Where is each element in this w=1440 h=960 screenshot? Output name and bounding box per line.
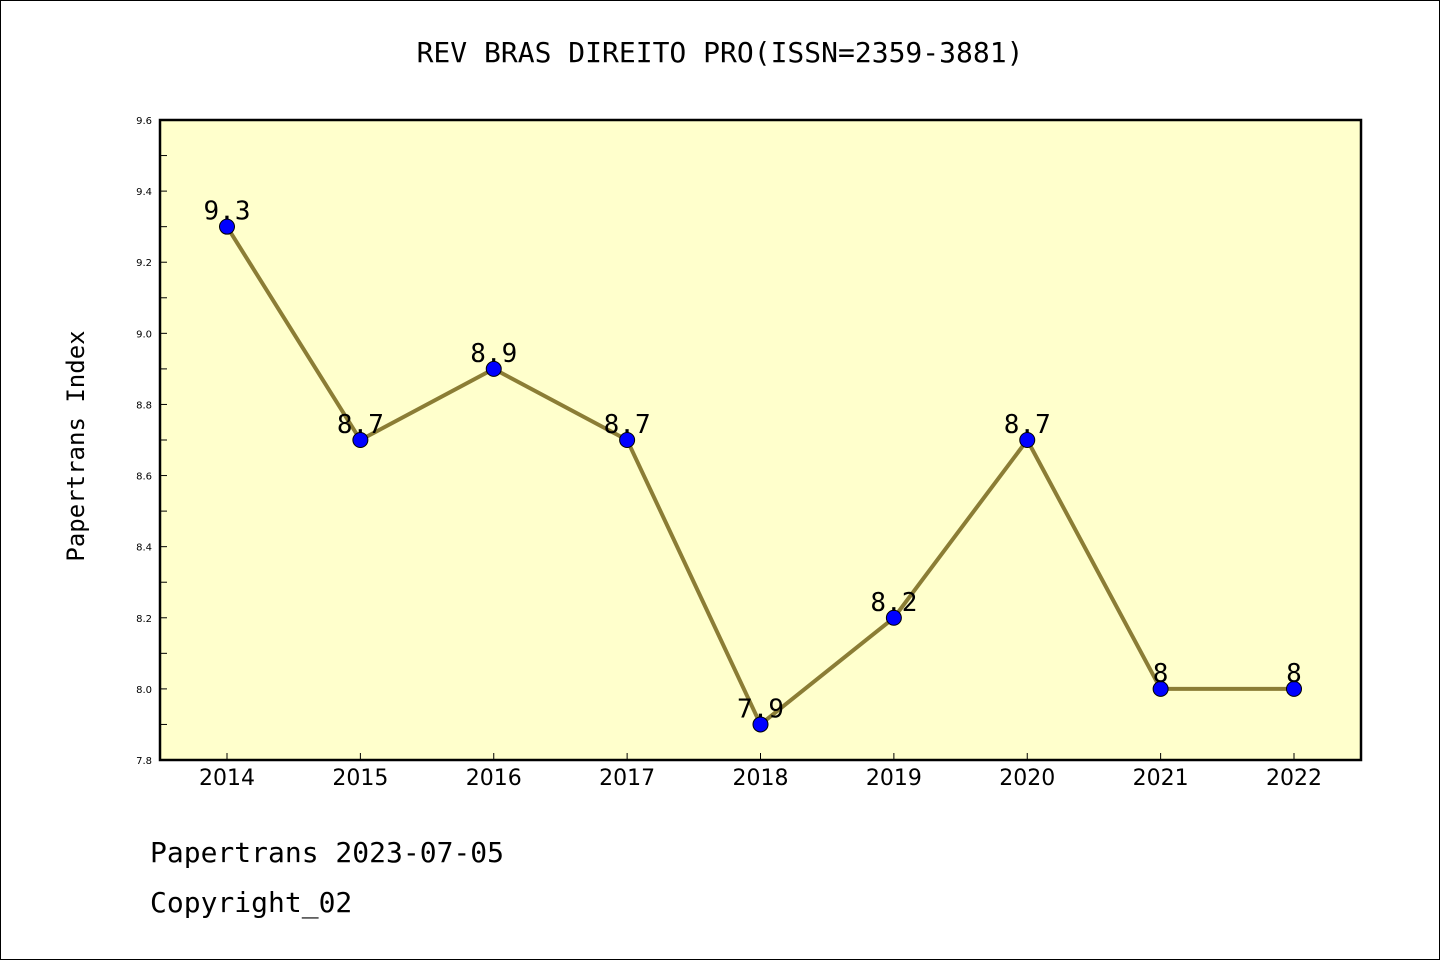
y-tick-label: 8.6	[136, 472, 152, 483]
data-point	[619, 432, 636, 448]
data-label: 8	[1286, 659, 1302, 689]
data-point	[352, 432, 369, 448]
y-tick-label: 8.8	[136, 400, 152, 411]
chart-title: REV BRAS DIREITO PRO(ISSN=2359-3881)	[416, 36, 1024, 69]
y-tick-label: 8.0	[136, 685, 152, 696]
data-point	[1019, 432, 1036, 448]
x-tick-label: 2017	[599, 766, 655, 791]
x-tick-label: 2016	[466, 766, 522, 791]
data-label: 8.7	[604, 410, 651, 440]
y-tick-label: 9.4	[136, 187, 152, 198]
axis-ticks: 7.8 8.0 8.2 8.4 8.6 8.8 9.0 9.2 9.4 9.6 2014 2015 20…	[136, 116, 1322, 791]
plot-area	[158, 118, 1363, 762]
data-point	[485, 360, 502, 377]
data-point	[1286, 680, 1302, 697]
footer-date: Papertrans 2023-07-05	[150, 836, 505, 869]
x-tick-label: 2018	[733, 766, 789, 791]
data-point	[752, 716, 769, 733]
y-tick-label: 9.6	[136, 116, 152, 127]
data-label: 7.9	[737, 694, 784, 724]
data-labels: 9.3 8.7 8.9 8.7 7.9 8.2 8.7 8 8	[204, 197, 1302, 725]
data-label: 8.9	[470, 339, 517, 369]
y-tick-label: 9.0	[136, 329, 152, 340]
data-label: 8	[1153, 659, 1169, 689]
footer-copyright: Copyright_02	[150, 886, 353, 919]
x-tick-label: 2021	[1133, 766, 1189, 791]
x-tick-label: 2020	[999, 766, 1055, 791]
y-tick-label: 8.4	[136, 543, 152, 554]
data-point	[885, 609, 902, 626]
data-label: 8.7	[1004, 410, 1051, 440]
data-label: 9.3	[204, 197, 251, 227]
y-tick-label: 9.2	[136, 258, 152, 269]
data-label: 8.7	[337, 410, 384, 440]
x-tick-label: 2022	[1266, 766, 1322, 791]
x-tick-label: 2015	[332, 766, 388, 791]
y-tick-label: 8.2	[136, 614, 152, 625]
data-point	[1152, 680, 1169, 697]
x-tick-label: 2019	[866, 766, 922, 791]
data-label: 8.2	[870, 588, 917, 618]
y-tick-label: 7.8	[136, 756, 152, 767]
data-point	[219, 218, 235, 235]
x-tick-label: 2014	[199, 766, 255, 791]
series-markers	[219, 218, 1302, 733]
